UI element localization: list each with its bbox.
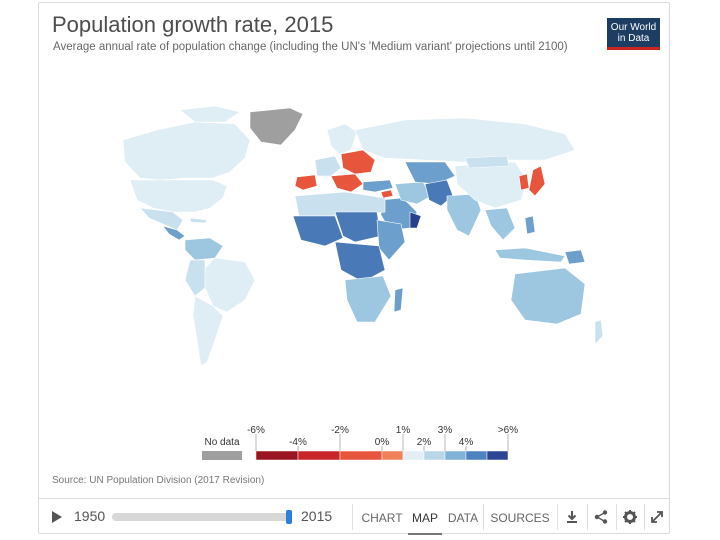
logo-line-2: in Data — [617, 33, 650, 44]
region-peru-bolivia[interactable] — [184, 259, 206, 297]
region-png[interactable] — [564, 249, 586, 265]
tab-data[interactable]: DATA — [447, 511, 479, 525]
region-balkans-italy[interactable] — [330, 173, 364, 193]
region-western-europe[interactable] — [314, 155, 342, 177]
region-eastern-europe[interactable] — [340, 149, 376, 175]
region-korea[interactable] — [518, 173, 530, 191]
tab-chart[interactable]: CHART — [361, 511, 403, 525]
region-syria[interactable] — [380, 189, 394, 199]
region-central-america[interactable] — [162, 225, 186, 241]
owid-logo[interactable]: Our World in Data — [607, 18, 660, 50]
divider — [352, 504, 353, 530]
region-southeast-asia[interactable] — [484, 207, 516, 241]
region-usa[interactable] — [129, 179, 228, 213]
control-bar: 1950 2015 CHART MAP DATA SOURCES — [39, 498, 669, 535]
region-southern-africa[interactable] — [344, 275, 392, 323]
divider — [587, 504, 588, 530]
region-russia[interactable] — [354, 117, 576, 163]
fullscreen-icon[interactable] — [648, 508, 666, 526]
settings-icon[interactable] — [621, 508, 639, 526]
region-sahel[interactable] — [334, 211, 382, 243]
region-iberia[interactable] — [294, 174, 318, 191]
region-caribbean[interactable] — [189, 217, 208, 224]
divider — [557, 504, 558, 530]
region-canada[interactable] — [122, 121, 251, 181]
play-button[interactable] — [52, 511, 62, 523]
region-mongolia[interactable] — [464, 155, 510, 169]
divider — [616, 504, 617, 530]
page-subtitle: Average annual rate of population change… — [53, 41, 568, 53]
world-map[interactable] — [45, 100, 625, 400]
tab-sources[interactable]: SOURCES — [490, 511, 550, 525]
region-japan[interactable] — [528, 165, 546, 197]
region-madagascar[interactable] — [393, 287, 404, 313]
region-arctic-islands[interactable] — [179, 105, 241, 123]
source-note: Source: UN Population Division (2017 Rev… — [52, 475, 265, 486]
divider — [644, 504, 645, 530]
timeline-end-year: 2015 — [301, 508, 333, 524]
region-turkey[interactable] — [362, 179, 394, 193]
download-icon[interactable] — [563, 508, 581, 526]
region-china[interactable] — [454, 161, 528, 209]
timeline-fill — [112, 513, 292, 521]
region-greenland[interactable] — [249, 107, 304, 146]
logo-line-1: Our World — [610, 22, 657, 33]
region-east-africa[interactable] — [376, 219, 406, 261]
timeline-handle[interactable] — [286, 510, 292, 524]
region-australia[interactable] — [510, 267, 586, 325]
region-philippines[interactable] — [524, 215, 536, 235]
timeline-start-year: 1950 — [74, 508, 106, 524]
region-scandinavia[interactable] — [326, 123, 358, 155]
region-colombia-venezuela[interactable] — [184, 237, 224, 261]
region-oman[interactable] — [409, 211, 422, 229]
region-new-zealand[interactable] — [594, 319, 604, 345]
tab-map[interactable]: MAP — [408, 499, 442, 535]
region-central-africa[interactable] — [334, 241, 386, 283]
divider — [483, 504, 484, 530]
region-brazil[interactable] — [202, 257, 256, 313]
region-indonesia[interactable] — [494, 247, 566, 263]
timeline-slider[interactable] — [112, 510, 292, 524]
page-title: Population growth rate, 2015 — [52, 12, 334, 37]
share-icon[interactable] — [592, 508, 610, 526]
region-west-africa[interactable] — [292, 215, 344, 247]
region-argentina-chile[interactable] — [192, 295, 224, 367]
